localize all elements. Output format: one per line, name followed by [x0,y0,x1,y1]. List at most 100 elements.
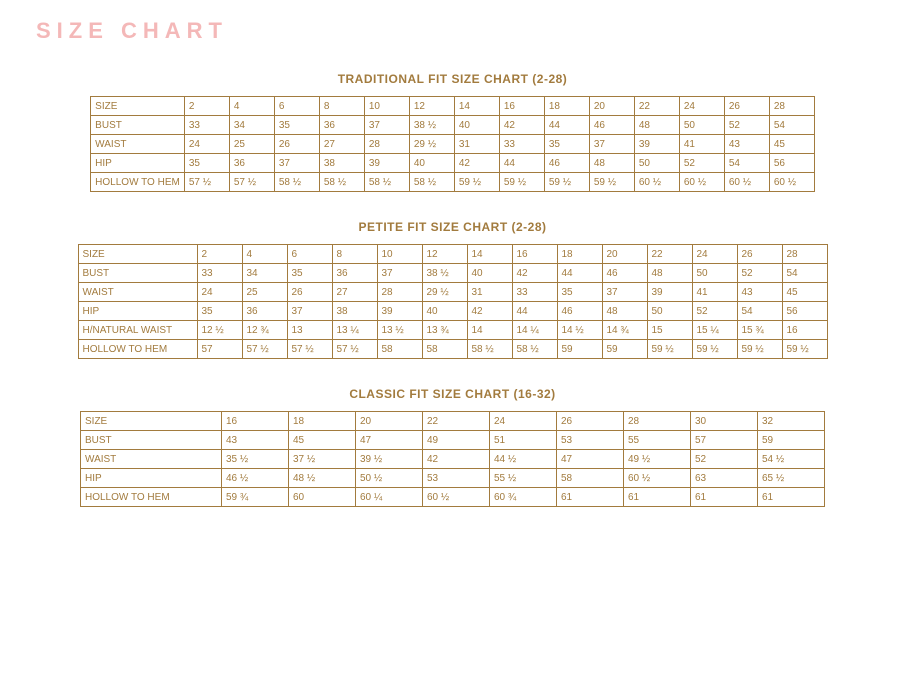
row-label: H/NATURAL WAIST [78,321,197,340]
table-row: HOLLOW TO HEM59 ¾6060 ¼60 ½60 ¾61616161 [81,488,825,507]
cell: 42 [454,154,499,173]
cell: 22 [647,245,692,264]
cell: 43 [222,431,289,450]
cell: 16 [222,412,289,431]
cell: 22 [634,97,679,116]
cell: 47 [356,431,423,450]
cell: 60 ½ [769,173,814,192]
row-label: HIP [81,469,222,488]
cell: 34 [229,116,274,135]
cell: 18 [289,412,356,431]
cell: 2 [184,97,229,116]
cell: 31 [467,283,512,302]
cell: 58 ½ [409,173,454,192]
row-label: HIP [91,154,185,173]
cell: 39 [377,302,422,321]
cell: 32 [758,412,825,431]
cell: 60 ½ [679,173,724,192]
cell: 35 [544,135,589,154]
row-label: HIP [78,302,197,321]
cell: 18 [557,245,602,264]
cell: 44 [512,302,557,321]
row-label: WAIST [91,135,185,154]
table-row: BUST333435363738 ½4042444648505254 [78,264,827,283]
cell: 50 [647,302,692,321]
cell: 26 [274,135,319,154]
cell: 36 [332,264,377,283]
cell: 58 ½ [274,173,319,192]
cell: 46 [589,116,634,135]
cell: 35 ½ [222,450,289,469]
cell: 41 [692,283,737,302]
cell: 28 [624,412,691,431]
cell: 24 [197,283,242,302]
cell: 33 [197,264,242,283]
cell: 43 [724,135,769,154]
cell: 40 [454,116,499,135]
cell: 24 [692,245,737,264]
cell: 49 ½ [624,450,691,469]
cell: 33 [512,283,557,302]
cell: 50 [692,264,737,283]
cell: 60 ¼ [356,488,423,507]
table-classic: SIZE161820222426283032BUST43454749515355… [80,411,825,507]
cell: 14 [467,321,512,340]
cell: 58 ½ [364,173,409,192]
table-row: HIP46 ½48 ½50 ½5355 ½5860 ½6365 ½ [81,469,825,488]
cell: 60 [289,488,356,507]
cell: 44 [557,264,602,283]
cell: 50 [634,154,679,173]
cell: 18 [544,97,589,116]
cell: 55 [624,431,691,450]
cell: 20 [356,412,423,431]
cell: 41 [679,135,724,154]
cell: 24 [184,135,229,154]
row-label: BUST [81,431,222,450]
cell: 8 [319,97,364,116]
cell: 25 [229,135,274,154]
cell: 57 [691,431,758,450]
cell: 58 [377,340,422,359]
table-row: BUST434547495153555759 [81,431,825,450]
table-petite: SIZE246810121416182022242628BUST33343536… [78,244,828,359]
cell: 48 [647,264,692,283]
cell: 52 [679,154,724,173]
cell: 58 [422,340,467,359]
cell: 61 [557,488,624,507]
cell: 26 [737,245,782,264]
cell: 59 ½ [737,340,782,359]
cell: 60 ½ [634,173,679,192]
table-row: HOLLOW TO HEM5757 ½57 ½57 ½585858 ½58 ½5… [78,340,827,359]
cell: 43 [737,283,782,302]
cell: 4 [229,97,274,116]
cell: 61 [691,488,758,507]
row-label: BUST [78,264,197,283]
cell: 29 ½ [422,283,467,302]
cell: 6 [287,245,332,264]
cell: 58 ½ [319,173,364,192]
cell: 22 [423,412,490,431]
cell: 49 [423,431,490,450]
cell: 40 [409,154,454,173]
cell: 42 [499,116,544,135]
cell: 55 ½ [490,469,557,488]
table-row: WAIST242526272829 ½3133353739414345 [78,283,827,302]
cell: 16 [499,97,544,116]
cell: 46 [544,154,589,173]
cell: 59 ¾ [222,488,289,507]
cell: 4 [242,245,287,264]
cell: 36 [242,302,287,321]
cell: 51 [490,431,557,450]
cell: 56 [782,302,827,321]
cell: 33 [184,116,229,135]
cell: 14 ¾ [602,321,647,340]
cell: 12 ¾ [242,321,287,340]
cell: 14 [467,245,512,264]
section-traditional: TRADITIONAL FIT SIZE CHART (2-28) SIZE24… [0,72,905,192]
cell: 34 [242,264,287,283]
cell: 15 [647,321,692,340]
cell: 26 [724,97,769,116]
cell: 47 [557,450,624,469]
cell: 44 [499,154,544,173]
cell: 35 [274,116,319,135]
